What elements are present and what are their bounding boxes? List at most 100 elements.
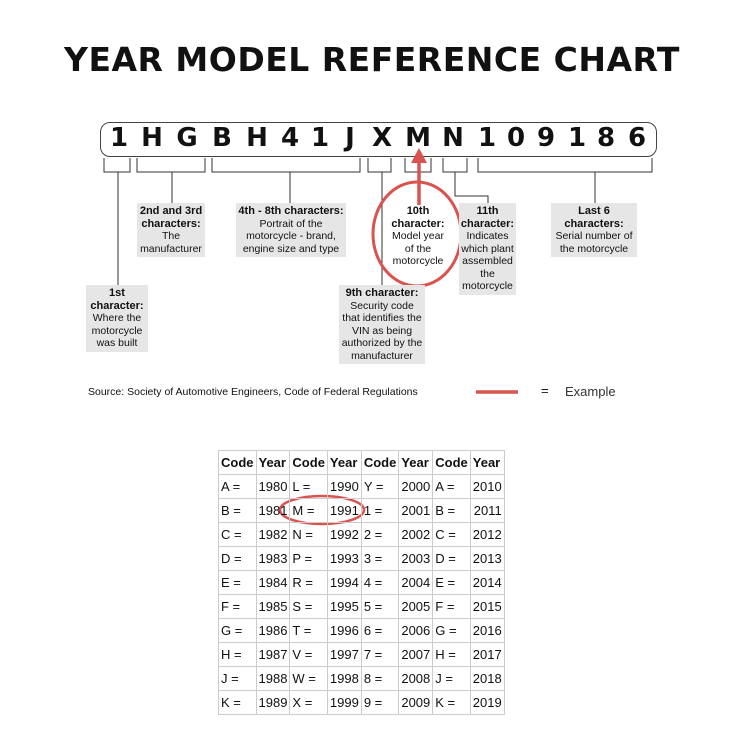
bracket-2 [136,158,206,203]
code-cell: 6 = [360,618,400,643]
code-cell: D = [218,546,257,571]
year-cell: 1993 [326,546,362,571]
code-cell: T = [289,618,328,643]
bracket-4-8 [211,158,361,203]
table-row: A = 1980 L = 1990 Y = 2000 A = 2010 [218,474,505,499]
column-header: Year [398,450,434,475]
year-cell: 2007 [398,642,434,667]
column-header: Year [326,450,362,475]
source-note: Source: Society of Automotive Engineers,… [88,386,418,398]
year-cell: 1995 [326,594,362,619]
column-header: Code [289,450,328,475]
code-cell: G = [218,618,257,643]
year-cell: 2002 [398,522,434,547]
column-header: Code [432,450,471,475]
code-cell: J = [432,666,471,691]
year-cell: 2009 [398,690,434,715]
vin-character: 1 [567,123,587,153]
year-cell: 1980 [255,474,291,499]
year-cell: 1998 [326,666,362,691]
year-cell: 2018 [469,666,505,691]
year-cell: 1990 [326,474,362,499]
vin-character: G [176,123,198,153]
year-cell: 2000 [398,474,434,499]
vin-character: 4 [280,123,300,153]
code-cell: 4 = [360,570,400,595]
year-cell: 1987 [255,642,291,667]
code-cell: 5 = [360,594,400,619]
year-cell: 2008 [398,666,434,691]
table-row: C = 1982 N = 1992 2 = 2002 C = 2012 [218,522,505,547]
code-cell: M = [289,498,328,523]
vin-character: 8 [596,123,616,153]
year-cell: 1991 [326,498,362,523]
code-cell: A = [218,474,257,499]
column-header: Year [469,450,505,475]
table-row: G = 1986 T = 1996 6 = 2006 G = 2016 [218,618,505,643]
code-cell: V = [289,642,328,667]
code-cell: B = [432,498,471,523]
table-row: F = 1985 S = 1995 5 = 2005 F = 2015 [218,594,505,619]
year-cell: 2011 [469,498,505,523]
label-9th: 9th character: Security code that identif… [339,285,425,364]
year-cell: 1982 [255,522,291,547]
bracket-last6 [477,158,653,203]
code-cell: 8 = [360,666,400,691]
vin-character: 0 [506,123,526,153]
vin-character: 9 [536,123,556,153]
year-cell: 2019 [469,690,505,715]
code-cell: C = [218,522,257,547]
year-cell: 1999 [326,690,362,715]
code-cell: P = [289,546,328,571]
code-cell: H = [218,642,257,667]
code-cell: 7 = [360,642,400,667]
label-10th: 10th character: Model year of the motorcy… [391,205,445,267]
vin-box [100,122,657,157]
year-cell: 2014 [469,570,505,595]
code-cell: L = [289,474,328,499]
year-cell: 2001 [398,498,434,523]
year-cell: 2004 [398,570,434,595]
code-cell: R = [289,570,328,595]
year-cell: 2016 [469,618,505,643]
year-cell: 1983 [255,546,291,571]
vin-character: B [212,123,232,153]
code-cell: W = [289,666,328,691]
year-cell: 2012 [469,522,505,547]
label-11th: 11th character: Indicates which plant ass… [459,203,516,295]
vin-character: 1 [310,123,330,153]
code-cell: K = [218,690,257,715]
code-cell: B = [218,498,257,523]
code-cell: A = [432,474,471,499]
vin-character: 1 [109,123,129,153]
label-4th-8th: 4th - 8th characters: Portrait of the mot… [236,203,346,257]
year-cell: 1985 [255,594,291,619]
year-cell: 2005 [398,594,434,619]
code-cell: S = [289,594,328,619]
table-row: H = 1987 V = 1997 7 = 2007 H = 2017 [218,642,505,667]
column-header: Year [255,450,291,475]
year-cell: 1997 [326,642,362,667]
code-cell: X = [289,690,328,715]
page-title: YEAR MODEL REFERENCE CHART [64,40,680,79]
code-cell: 9 = [360,690,400,715]
code-cell: H = [432,642,471,667]
code-cell: F = [432,594,471,619]
year-cell: 2003 [398,546,434,571]
legend-equals: = [541,383,549,398]
bracket-11 [442,158,489,203]
code-cell: E = [218,570,257,595]
vin-character: 1 [477,123,497,153]
code-cell: F = [218,594,257,619]
year-cell: 1981 [255,498,291,523]
label-1st: 1st character: Where the motorcycle was b… [86,285,148,352]
code-cell: C = [432,522,471,547]
vin-character: M [405,123,431,153]
table-row: D = 1983 P = 1993 3 = 2003 D = 2013 [218,546,505,571]
arrow-head [411,148,427,163]
code-cell: 2 = [360,522,400,547]
code-cell: E = [432,570,471,595]
vin-character: N [442,123,464,153]
year-code-table: Code Year Code Year Code Year Code Year A = 1980 L… [218,450,505,715]
year-cell: 1989 [255,690,291,715]
